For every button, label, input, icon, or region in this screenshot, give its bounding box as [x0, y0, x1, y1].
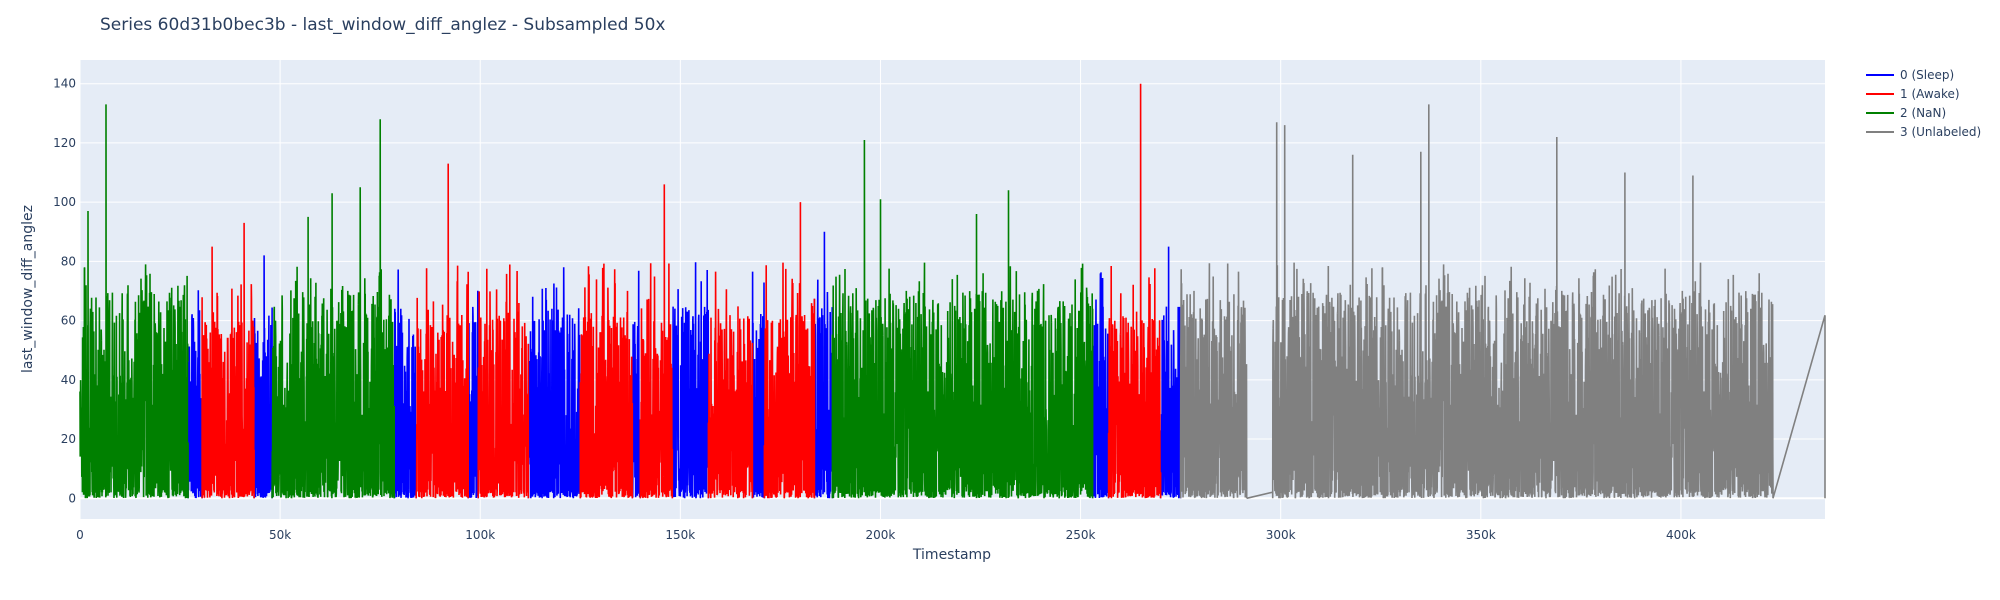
legend-item[interactable]: 1 (Awake) [1866, 87, 1960, 101]
y-tick-label: 0 [68, 491, 76, 505]
series-line-2 [79, 104, 1094, 499]
series-line-3 [1179, 104, 1826, 500]
legend[interactable]: 0 (Sleep) 1 (Awake) 2 (NaN) 3 (Unlabeled) [1866, 68, 1981, 139]
y-tick-label: 20 [61, 432, 76, 446]
x-tick-label: 50k [269, 528, 291, 542]
legend-label: 1 (Awake) [1900, 87, 1960, 101]
x-tick-label: 250k [1066, 528, 1096, 542]
y-tick-label: 100 [53, 195, 76, 209]
x-axis-ticks: 0 50k 100k 150k 200k 250k 300k 350k 400k [76, 528, 1696, 542]
y-axis-ticks: 0 20 40 60 80 100 120 140 [53, 77, 76, 506]
y-tick-label: 60 [61, 314, 76, 328]
x-tick-label: 150k [665, 528, 695, 542]
x-tick-label: 200k [866, 528, 896, 542]
y-axis-title: last_window_diff_anglez [20, 205, 36, 373]
series-layer [79, 83, 1826, 500]
y-tick-label: 80 [61, 254, 76, 268]
y-tick-label: 40 [61, 373, 76, 387]
x-tick-label: 400k [1666, 528, 1696, 542]
x-axis-title: Timestamp [912, 547, 991, 563]
y-tick-label: 140 [53, 77, 76, 91]
x-tick-label: 350k [1466, 528, 1496, 542]
legend-item[interactable]: 0 (Sleep) [1866, 68, 1954, 82]
series-line-1 [201, 83, 1162, 499]
legend-item[interactable]: 2 (NaN) [1866, 106, 1946, 120]
x-tick-label: 0 [76, 528, 84, 542]
legend-item[interactable]: 3 (Unlabeled) [1866, 125, 1981, 139]
x-tick-label: 300k [1266, 528, 1296, 542]
legend-label: 0 (Sleep) [1900, 68, 1954, 82]
y-tick-label: 120 [53, 136, 76, 150]
legend-label: 3 (Unlabeled) [1900, 125, 1981, 139]
x-tick-label: 100k [465, 528, 495, 542]
legend-label: 2 (NaN) [1900, 106, 1946, 120]
chart-title: Series 60d31b0bec3b - last_window_diff_a… [100, 15, 665, 35]
